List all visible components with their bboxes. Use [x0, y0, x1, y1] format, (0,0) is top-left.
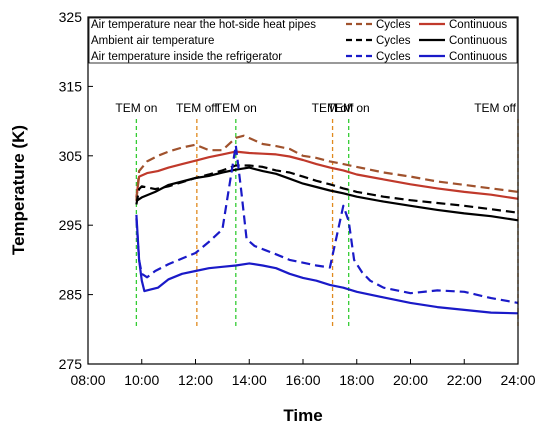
x-tick-label: 18:00 [339, 372, 374, 388]
series-line [135, 150, 519, 200]
annotation-label: TEM off [312, 101, 354, 115]
series-line [135, 166, 519, 222]
y-tick-label: 275 [59, 356, 83, 372]
y-tick-label: 305 [59, 148, 83, 164]
legend: Air temperature near the hot-side heat p… [88, 17, 518, 64]
legend-group-label: Ambient air temperature [91, 35, 214, 47]
annotation-label: TEM on [215, 101, 257, 115]
x-tick-label: 08:00 [70, 372, 105, 388]
y-tick-label: 295 [59, 217, 83, 233]
x-tick-label: 10:00 [124, 372, 159, 388]
y-tick-label: 315 [59, 78, 83, 94]
x-tick-label: 12:00 [178, 372, 213, 388]
series-line [135, 214, 519, 315]
series-line [135, 134, 519, 201]
x-axis-title: Time [283, 406, 322, 425]
series-group [135, 134, 519, 315]
legend-entry-label: Cycles [376, 35, 411, 47]
legend-entry-label: Cycles [376, 51, 411, 63]
legend-box [88, 17, 518, 64]
legend-group-label: Air temperature near the hot-side heat p… [91, 19, 316, 31]
legend-entry-label: Cycles [376, 19, 411, 31]
series-line [135, 164, 519, 214]
annotation-label: TEM off [474, 101, 516, 115]
event-lines [135, 119, 519, 327]
x-tick-label: 20:00 [393, 372, 428, 388]
legend-entry-label: Continuous [449, 35, 507, 47]
x-tick-label: 16:00 [285, 372, 320, 388]
legend-entry-label: Continuous [449, 51, 507, 63]
ticks: 08:00 10:00 12:00 14:00 16:00 18:00 20:00 22:00… [59, 9, 536, 388]
annotation-label: TEM on [115, 101, 157, 115]
series-line [135, 144, 519, 304]
x-tick-label: 24:00 [500, 372, 535, 388]
y-tick-label: 325 [59, 9, 83, 25]
legend-entry-label: Continuous [449, 19, 507, 31]
annotation-label: TEM off [176, 101, 218, 115]
x-tick-label: 22:00 [447, 372, 482, 388]
annotation-label: TEM on [328, 101, 370, 115]
x-tick-label: 14:00 [232, 372, 267, 388]
y-tick-label: 285 [59, 287, 83, 303]
legend-group-label: Air temperature inside the refrigerator [91, 51, 282, 63]
y-axis-title: Temperature (K) [9, 125, 28, 255]
